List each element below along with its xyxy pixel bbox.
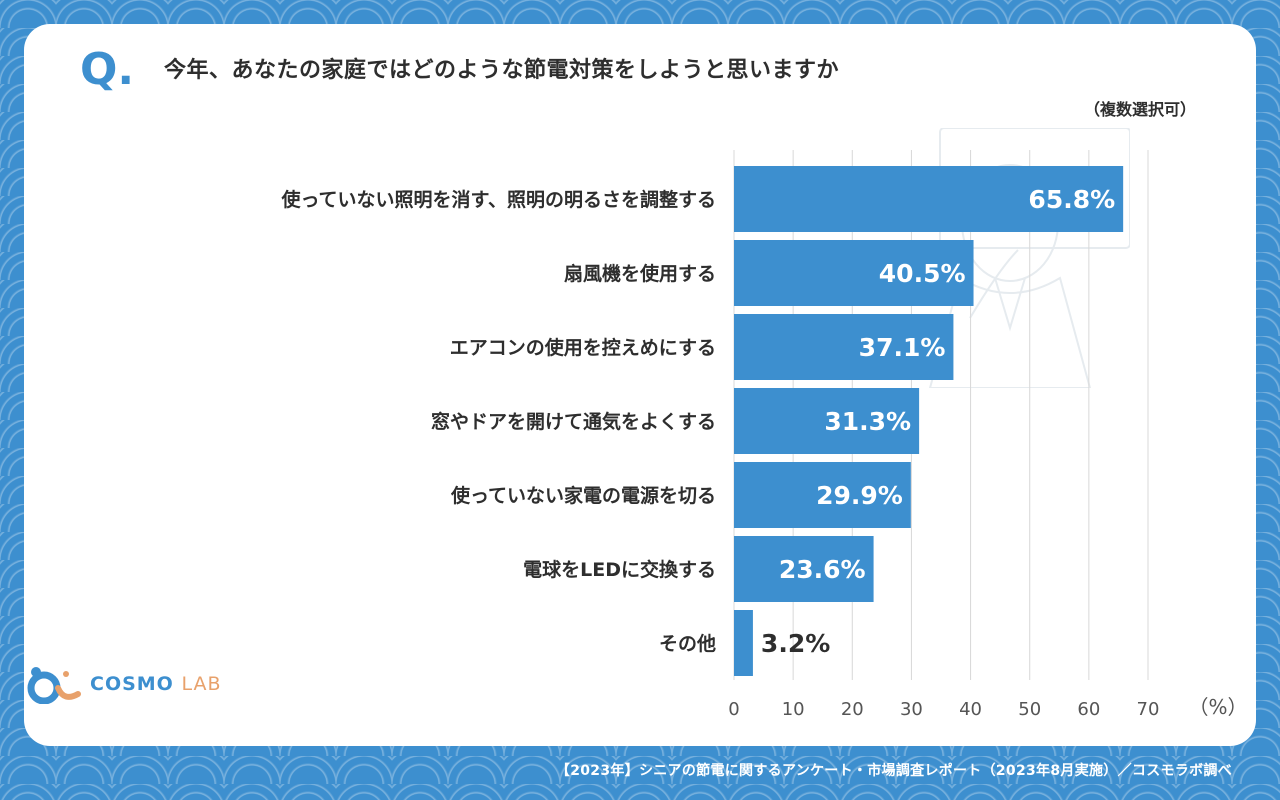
x-tick-label: 70	[1137, 699, 1160, 720]
multiple-choice-note: （複数選択可）	[1083, 100, 1196, 119]
bar-value-label: 37.1%	[859, 333, 946, 362]
cosmo-lab-logo-icon	[27, 667, 81, 704]
bar	[734, 536, 874, 602]
x-axis-unit: （%）	[1188, 695, 1247, 719]
x-tick-label: 30	[900, 699, 923, 720]
bar	[734, 240, 974, 306]
category-label: 使っていない照明を消す、照明の明るさを調整する	[280, 188, 716, 211]
bars: 65.8% 40.5% 37.1% 31.3% 29.9% 23.6% 3.2%	[734, 166, 1124, 676]
x-tick-label: 60	[1077, 699, 1100, 720]
category-label: 電球をLEDに交換する	[523, 558, 716, 581]
category-label: 扇風機を使用する	[564, 262, 716, 285]
question-mark: Q.	[80, 44, 135, 95]
bar	[734, 610, 753, 676]
bar	[734, 388, 920, 454]
source-footer: 【2023年】シニアの節電に関するアンケート・市場調査レポート（2023年8月実…	[555, 763, 1232, 779]
cosmo-lab-logo: COSMO LAB	[26, 664, 222, 704]
category-labels: 使っていない照明を消す、照明の明るさを調整する扇風機を使用するエアコンの使用を控…	[280, 188, 716, 655]
category-label: 使っていない家電の電源を切る	[450, 484, 716, 507]
logo-suffix: LAB	[181, 673, 222, 695]
bar-value-label: 31.3%	[824, 407, 911, 436]
bar-chart: 65.8% 40.5% 37.1% 31.3% 29.9% 23.6% 3.2% 使っていな…	[280, 150, 1248, 720]
x-tick-label: 10	[782, 699, 805, 720]
x-axis-ticks: 0 10 20 30 40 50 60 70	[728, 699, 1159, 720]
bar-value-label: 65.8%	[1028, 185, 1115, 214]
x-tick-label: 50	[1018, 699, 1041, 720]
bar	[734, 462, 911, 528]
bar	[734, 314, 954, 380]
bar-value-label: 23.6%	[779, 555, 866, 584]
logo-name: COSMO	[90, 673, 174, 695]
category-label: エアコンの使用を控えめにする	[450, 336, 716, 359]
bar-value-label: 29.9%	[816, 481, 903, 510]
category-label: 窓やドアを開けて通気をよくする	[431, 410, 716, 433]
bar-value-label: 40.5%	[879, 259, 966, 288]
x-tick-label: 20	[841, 699, 864, 720]
category-label: その他	[659, 632, 716, 655]
bar	[734, 166, 1124, 232]
x-tick-label: 0	[728, 699, 739, 720]
question-title: 今年、あなたの家庭ではどのような節電対策をしようと思いますか	[164, 58, 840, 83]
logo-text: COSMO LAB	[90, 673, 222, 695]
x-tick-label: 40	[959, 699, 982, 720]
bar-value-label: 3.2%	[761, 629, 830, 658]
chart-card	[24, 24, 1256, 746]
